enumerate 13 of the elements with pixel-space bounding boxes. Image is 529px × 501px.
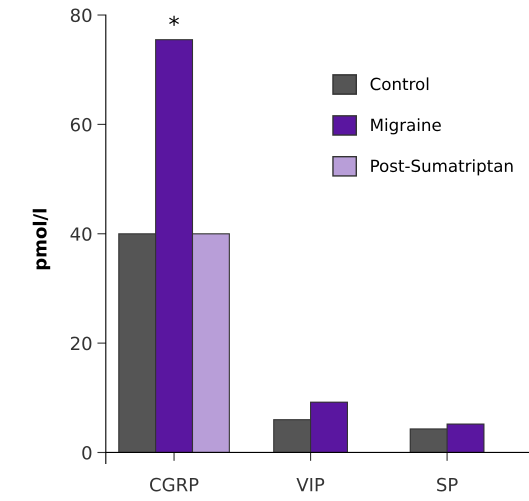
annotation: *	[169, 16, 179, 26]
y-tick-label: 80	[70, 8, 92, 22]
x-tick-label: VIP	[296, 478, 324, 492]
y-tick-label: 0	[82, 446, 92, 460]
legend-label: Post-Sumatriptan	[371, 159, 513, 176]
x-tick-label: SP	[437, 478, 458, 492]
legend-label: Migraine	[371, 118, 441, 134]
x-tick-label: CGRP	[150, 478, 198, 492]
legend-label: Control	[370, 77, 428, 90]
y-axis-title: pmol/l	[32, 209, 50, 270]
y-tick-label: 40	[70, 227, 92, 241]
y-tick-label: 20	[70, 336, 92, 350]
y-tick-label: 60	[70, 118, 92, 132]
